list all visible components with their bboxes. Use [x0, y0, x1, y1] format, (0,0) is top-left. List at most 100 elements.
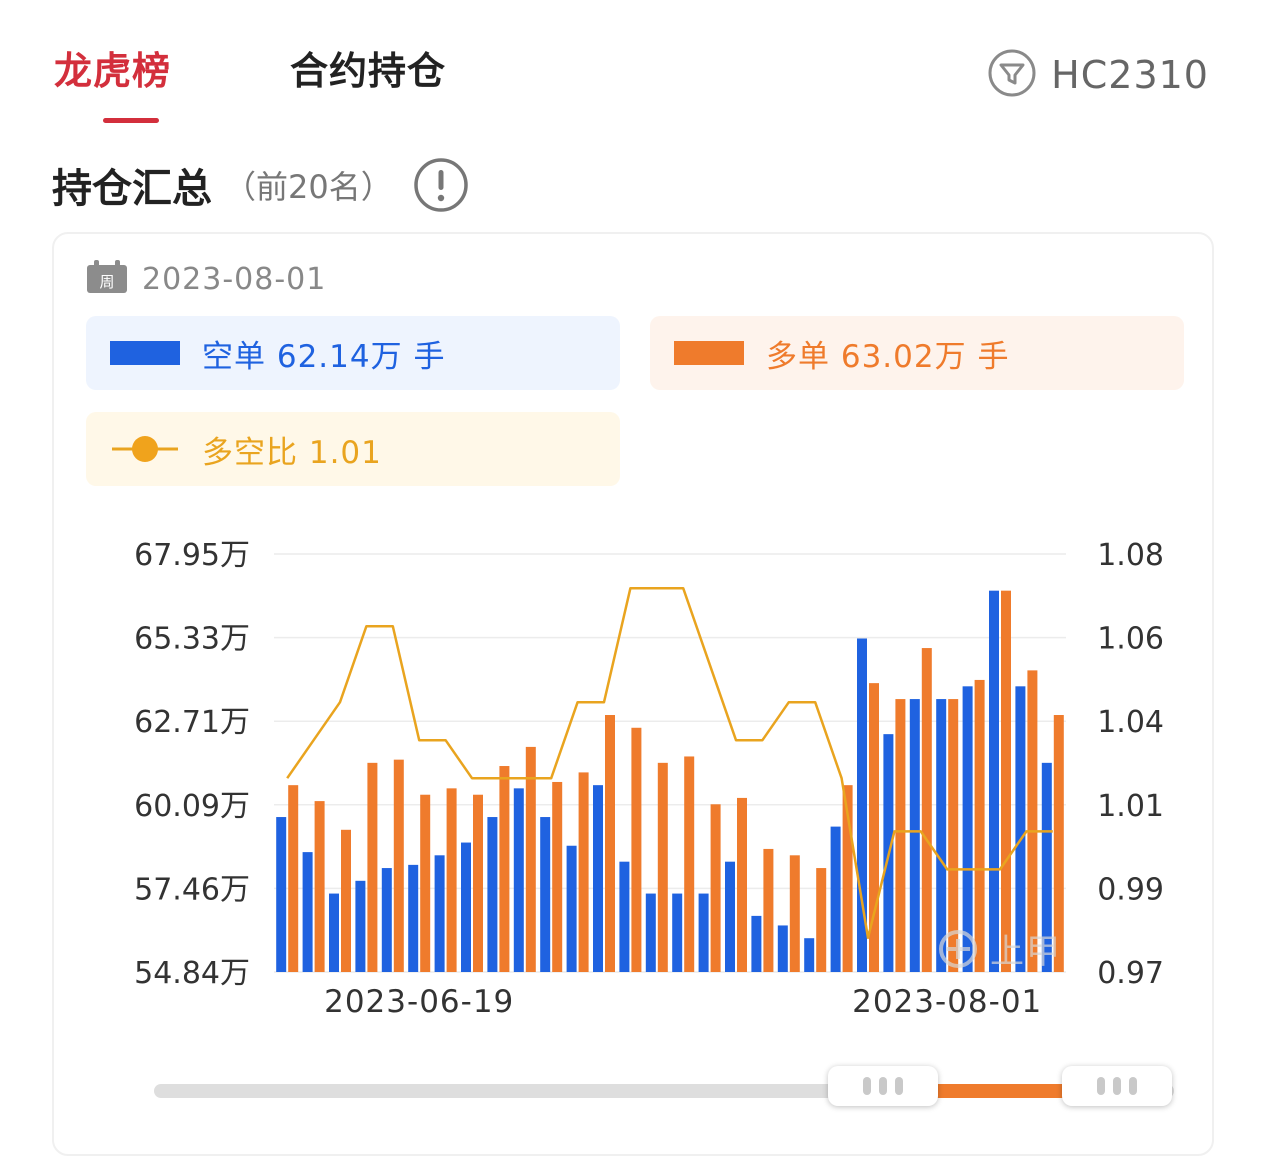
long-bar	[499, 766, 510, 972]
short-bar	[909, 699, 920, 972]
range-slider-right-handle[interactable]	[1062, 1066, 1172, 1106]
long-bar	[684, 756, 695, 972]
short-bar	[672, 893, 683, 972]
short-bar	[751, 915, 762, 972]
long-bar	[420, 794, 431, 972]
long-bar	[869, 683, 879, 972]
ratio-swatch-icon	[110, 434, 180, 464]
y-right-tick-label: 1.01	[1097, 789, 1164, 824]
position-chart: 67.95万 1.08 65.33万 1.06 62.71万 1.04 60.09万 1.01…	[134, 538, 1164, 1020]
range-slider-selection[interactable]	[934, 1084, 1064, 1098]
long-bar	[1053, 715, 1064, 972]
short-bar	[487, 817, 498, 972]
legend-long-label: 多单 63.02万 手	[766, 338, 1010, 375]
active-tab-indicator	[103, 118, 159, 123]
long-bar	[473, 794, 483, 972]
grip-icon	[879, 1077, 887, 1095]
y-right-tick-label: 0.99	[1097, 872, 1164, 907]
short-bar	[593, 785, 603, 972]
short-swatch	[110, 341, 180, 365]
y-left-tick-label: 65.33万	[134, 622, 250, 657]
long-bar	[657, 762, 668, 972]
short-bar	[962, 686, 973, 972]
long-bar	[789, 855, 800, 972]
x-tick-label: 2023-06-19	[324, 984, 514, 1020]
range-slider-left-handle[interactable]	[828, 1066, 938, 1106]
long-bar	[1027, 670, 1038, 972]
short-bar	[408, 864, 419, 972]
legend-short[interactable]: 空单 62.14万 手	[86, 316, 620, 390]
y-right-tick-label: 0.97	[1097, 956, 1164, 991]
long-bar	[367, 762, 378, 972]
legend-ratio[interactable]: 多空比 1.01	[86, 412, 620, 486]
short-bar	[329, 893, 339, 972]
top-tab-bar: 龙虎榜 合约持仓 HC2310	[0, 0, 1267, 140]
y-right-tick-label: 1.06	[1097, 622, 1164, 657]
short-bar	[777, 925, 788, 972]
long-bar	[737, 797, 747, 972]
short-bar	[936, 699, 947, 972]
contract-selector[interactable]: HC2310	[987, 48, 1209, 102]
short-bar	[381, 868, 392, 972]
watermark-logo-icon	[939, 929, 977, 968]
long-bar	[816, 868, 827, 972]
y-left-tick-label: 54.84万	[134, 956, 250, 991]
contract-code: HC2310	[1051, 53, 1209, 97]
y-left-tick-label: 57.46万	[134, 872, 250, 907]
long-bar	[710, 804, 721, 972]
long-bar	[948, 699, 959, 972]
grip-icon	[1113, 1077, 1121, 1095]
long-bar	[763, 848, 774, 972]
info-icon[interactable]	[413, 157, 469, 213]
selected-date: 2023-08-01	[142, 261, 327, 297]
long-bar	[578, 772, 589, 972]
filter-icon	[987, 48, 1037, 102]
short-bar	[355, 880, 366, 972]
short-bar	[804, 938, 815, 972]
grip-icon	[1097, 1077, 1105, 1095]
legend-short-label: 空单 62.14万 手	[202, 338, 446, 375]
y-left-tick-label: 67.95万	[134, 538, 250, 573]
short-bar	[566, 845, 577, 972]
long-bar	[288, 785, 299, 972]
y-left-tick-label: 62.71万	[134, 705, 250, 740]
legend-ratio-label: 多空比 1.01	[202, 434, 382, 471]
tab-contract-positions[interactable]: 合约持仓	[290, 49, 447, 93]
date-row: 周 2023-08-01	[86, 260, 326, 298]
short-bar	[725, 861, 735, 972]
calendar-week-icon: 周	[86, 260, 128, 298]
long-bar	[446, 788, 457, 972]
long-bar	[1001, 590, 1011, 972]
short-bar	[540, 817, 551, 972]
long-bar	[552, 781, 563, 972]
long-bar	[525, 746, 536, 972]
short-bar	[461, 842, 471, 972]
ratio-line	[286, 586, 1053, 940]
short-bar	[302, 852, 313, 972]
y-left-tick-label: 60.09万	[134, 789, 250, 824]
long-bar	[895, 699, 906, 972]
short-bar	[830, 826, 841, 972]
svg-text:周: 周	[99, 273, 114, 291]
y-right-tick-label: 1.04	[1097, 705, 1164, 740]
short-bar	[276, 817, 287, 972]
long-swatch	[674, 341, 744, 365]
long-bar	[341, 829, 351, 972]
y-right-tick-label: 1.08	[1097, 538, 1164, 573]
tab-dragon-tiger-list[interactable]: 龙虎榜	[54, 49, 172, 93]
grip-icon	[1129, 1077, 1137, 1095]
legend-long[interactable]: 多单 63.02万 手	[650, 316, 1184, 390]
watermark-text: 上甲	[990, 932, 1062, 972]
short-bar	[1041, 762, 1052, 972]
watermark: 上甲	[936, 924, 1062, 973]
grip-icon	[863, 1077, 871, 1095]
long-bar	[842, 785, 853, 972]
grip-icon	[895, 1077, 903, 1095]
long-bar	[921, 648, 932, 972]
section-subtitle: （前20名）	[224, 168, 393, 206]
short-bar	[1015, 686, 1026, 972]
short-bar	[857, 638, 867, 972]
x-tick-label: 2023-08-01	[852, 984, 1042, 1020]
short-bar	[513, 788, 524, 972]
position-summary-card: 周 2023-08-01 空单 62.14万 手 多单 63.02万 手 多空比…	[52, 232, 1214, 1156]
